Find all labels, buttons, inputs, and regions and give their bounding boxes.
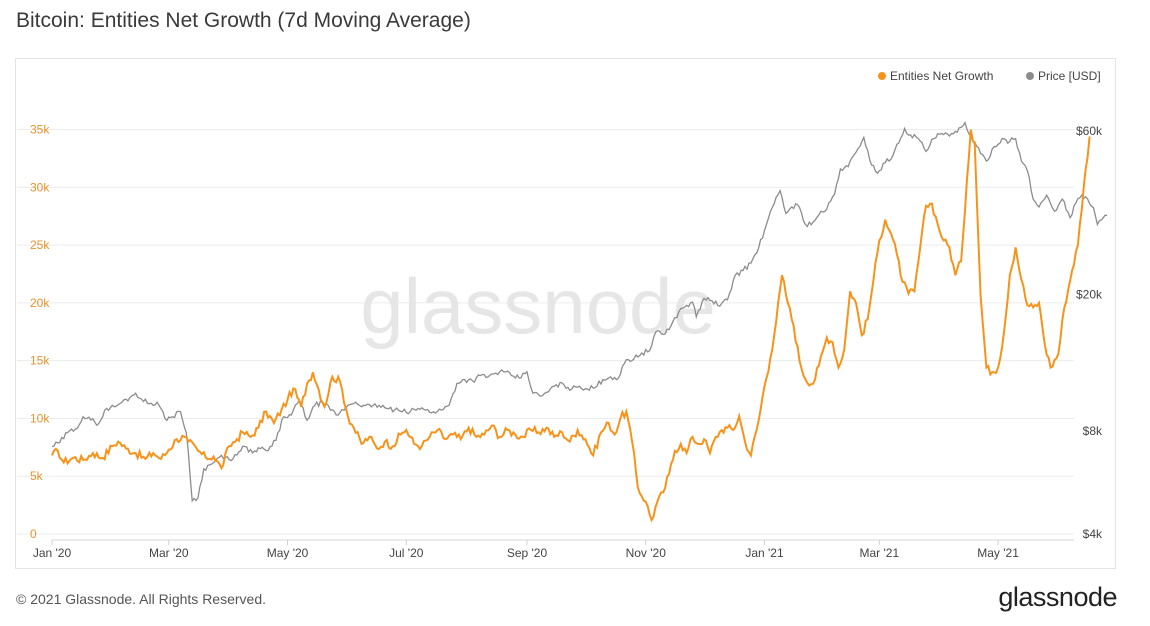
left-tick-label: 5k (30, 469, 44, 483)
x-tick-label: Nov '20 (626, 546, 667, 560)
legend-marker-entities[interactable] (878, 72, 886, 80)
right-tick-label: $60k (1076, 124, 1103, 138)
legend-label-price[interactable]: Price [USD] (1038, 69, 1101, 83)
left-tick-label: 0 (30, 527, 37, 541)
price-series-line (51, 121, 1108, 503)
grid-layer (17, 129, 1074, 535)
copyright-text: © 2021 Glassnode. All Rights Reserved. (16, 591, 267, 607)
right-tick-label: $20k (1076, 287, 1103, 301)
x-tick-label: Jul '20 (389, 546, 424, 560)
left-axis: 0 5k 10k 15k 20k 25k 30k 35k (30, 123, 50, 541)
x-axis: Jan '20 Mar '20 May '20 Jul '20 Sep '20 Nov '… (33, 539, 1074, 560)
legend: Entities Net Growth Price [USD] (878, 69, 1101, 83)
left-tick-label: 30k (30, 180, 50, 194)
chart-svg: glassnode 0 5k 10k 15k 20k 25k 30k 35k $4k $8k $2… (17, 69, 1108, 560)
entities-series-line (51, 129, 1091, 523)
left-tick-label: 15k (30, 354, 50, 368)
x-tick-label: Mar '21 (860, 546, 900, 560)
right-axis: $4k $8k $20k $60k (1076, 124, 1103, 541)
left-tick-label: 10k (30, 411, 50, 425)
left-tick-label: 20k (30, 296, 50, 310)
x-tick-label: Mar '20 (149, 546, 189, 560)
left-tick-label: 25k (30, 238, 50, 252)
x-tick-label: Sep '20 (507, 546, 548, 560)
glassnode-logo[interactable]: glassnode (998, 582, 1117, 612)
x-tick-label: Jan '21 (745, 546, 784, 560)
x-tick-label: Jan '20 (33, 546, 72, 560)
watermark: glassnode (360, 262, 716, 350)
x-tick-label: May '21 (977, 546, 1019, 560)
right-tick-label: $4k (1083, 527, 1103, 541)
legend-marker-price[interactable] (1026, 72, 1034, 80)
right-tick-label: $8k (1083, 424, 1103, 438)
legend-label-entities[interactable]: Entities Net Growth (890, 69, 993, 83)
chart-frame: glassnode 0 5k 10k 15k 20k 25k 30k 35k $4k $8k $2… (15, 58, 1116, 569)
chart-title: Bitcoin: Entities Net Growth (7d Moving … (16, 9, 471, 32)
x-tick-label: May '20 (267, 546, 309, 560)
left-tick-label: 35k (30, 123, 50, 137)
